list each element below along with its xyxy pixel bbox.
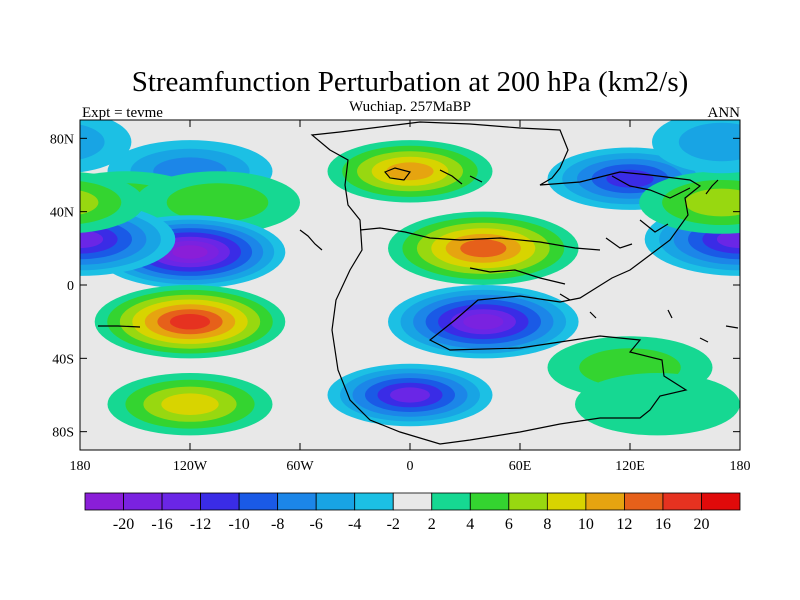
contour-band-5-3 <box>161 393 219 416</box>
y-tick-label-1: 40N <box>50 206 74 221</box>
contour-field <box>80 120 740 436</box>
colorbar-swatch-2 <box>161 492 201 511</box>
axes: 180 120W 60W 0 60E 120E 180 80N 40N 0 40S 80S <box>50 120 751 474</box>
colorbar-swatch-5 <box>277 492 317 511</box>
colorbar-label-5: -6 <box>310 516 323 533</box>
y-tick-label-3: 40S <box>52 352 74 367</box>
experiment-label: Expt = tevme <box>82 105 163 121</box>
contour-band-9-5 <box>390 387 430 403</box>
colorbar-swatch-12 <box>546 492 587 511</box>
x-tick-label-4: 60E <box>509 459 532 474</box>
coast-small-island-1 <box>299 229 323 251</box>
colorbar-swatch-7 <box>354 492 394 511</box>
colorbar-label-7: -2 <box>387 516 400 533</box>
tethys-coast-north <box>359 227 601 251</box>
season-label: ANN <box>708 105 741 121</box>
colorbar-swatch-10 <box>469 492 510 511</box>
contour-band-4-6 <box>169 314 211 330</box>
x-tick-label-1: 120W <box>173 459 208 474</box>
contour-band-14-0 <box>575 373 740 436</box>
colorbar-swatch-6 <box>315 492 356 511</box>
colorbar-swatch-1 <box>123 492 163 511</box>
x-tick-label-3: 0 <box>407 459 414 474</box>
contour-band-1-1 <box>735 194 740 211</box>
contour-band-11-5 <box>716 230 740 249</box>
colorbar-swatch-13 <box>585 492 625 511</box>
east-asia-blocks <box>605 175 691 249</box>
y-tick-label-0: 80N <box>50 132 74 147</box>
contour-band-8-6 <box>463 314 504 330</box>
coast-south-pacific <box>725 325 739 329</box>
colorbar-label-11: 8 <box>543 516 551 533</box>
x-tick-label-5: 120E <box>615 459 645 474</box>
contour-band-7-5 <box>460 239 507 258</box>
chart-subtitle: Wuchiap. 257MaBP <box>349 99 471 115</box>
coast-small-island-2 <box>439 169 483 185</box>
colorbar-swatch-8 <box>392 492 433 511</box>
tethys-coast-south <box>469 267 566 285</box>
colorbar-swatch-15 <box>662 492 702 511</box>
contour-band-3-7 <box>172 245 208 259</box>
colorbar-swatch-11 <box>508 492 548 511</box>
colorbar-label-6: -4 <box>348 516 361 533</box>
contour-band-12-1 <box>80 181 122 224</box>
coast-island-chain-west <box>98 309 709 343</box>
colorbar-swatch-0 <box>84 492 124 511</box>
colorbar-label-0: -20 <box>113 516 134 533</box>
colorbar-label-4: -8 <box>271 516 284 533</box>
colorbar-label-10: 6 <box>505 516 513 533</box>
colorbar-swatch-9 <box>431 492 471 511</box>
chart-title: Streamfunction Perturbation at 200 hPa (… <box>132 66 689 98</box>
colorbar-swatch-3 <box>200 492 240 511</box>
colorbar-label-12: 10 <box>578 516 594 533</box>
contour-band-6-4 <box>386 162 434 181</box>
colorbar-label-8: 2 <box>428 516 436 533</box>
coast-island-chain-east <box>559 179 719 319</box>
paleo-coastlines <box>98 121 739 445</box>
pangaea-outline <box>310 121 702 445</box>
x-tick-label-6: 180 <box>730 459 751 474</box>
colorbar-swatch-14 <box>624 492 664 511</box>
contour-band-2-1 <box>166 183 269 222</box>
colorbar-label-14: 16 <box>655 516 671 533</box>
y-tick-label-2: 0 <box>67 279 74 294</box>
x-tick-label-0: 180 <box>70 459 91 474</box>
contour-band-12-2 <box>685 188 740 217</box>
contour-band-12-2 <box>80 190 99 215</box>
x-tick-label-2: 60W <box>286 459 314 474</box>
contour-band-15-1 <box>80 124 105 160</box>
colorbar-label-15: 20 <box>693 516 709 533</box>
colorbar-label-3: -10 <box>228 516 249 533</box>
colorbar-label-1: -16 <box>151 516 172 533</box>
contour-band-11-5 <box>80 230 104 249</box>
colorbar-label-13: 12 <box>616 516 632 533</box>
colorbar-label-2: -12 <box>190 516 211 533</box>
y-tick-label-4: 80S <box>52 426 74 441</box>
coast-north-island <box>384 167 412 181</box>
colorbar-label-9: 4 <box>466 516 474 533</box>
colorbar: -20 -16 -12 -10 -8 -6 -4 -2 2 4 6 8 10 12 16 20 <box>84 492 741 533</box>
colorbar-swatch-16 <box>701 492 741 511</box>
colorbar-swatch-4 <box>238 492 279 511</box>
contour-band-15-1 <box>678 122 740 162</box>
